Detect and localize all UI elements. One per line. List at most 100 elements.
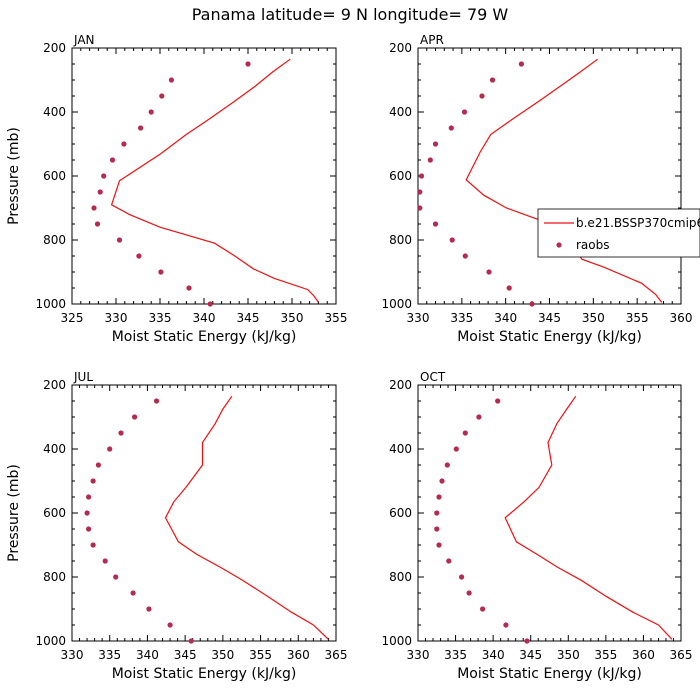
raobs-point (116, 237, 123, 243)
raobs-point (146, 606, 152, 612)
x-tick-label: 355 (325, 311, 348, 325)
panel-label: JUL (73, 370, 93, 384)
panel-label: APR (420, 33, 444, 47)
raobs-point (95, 462, 101, 468)
raobs-point (427, 157, 433, 163)
x-tick-label: 360 (632, 648, 655, 662)
raobs-point (506, 285, 512, 291)
y-axis-label: Pressure (mb) (6, 127, 22, 225)
raobs-point (418, 173, 425, 179)
raobs-point (90, 478, 96, 484)
raobs-point (97, 189, 103, 195)
y-tick-label: 1000 (35, 297, 66, 311)
legend: b.e21.BSSP370cmip6.f09_f09_mg17.ctl.001r… (537, 208, 700, 258)
raobs-point (479, 93, 485, 99)
x-axis-label: Moist Static Energy (kJ/kg) (112, 666, 297, 682)
model-series-line (164, 395, 329, 640)
x-tick-label: 350 (582, 311, 605, 325)
raobs-point (91, 205, 97, 211)
y-tick-label: 800 (43, 570, 66, 584)
x-tick-label: 330 (407, 648, 430, 662)
x-tick-label: 330 (105, 311, 128, 325)
panel-label: JAN (73, 33, 95, 47)
x-tick-label: 350 (281, 311, 304, 325)
raobs-point (148, 109, 154, 115)
raobs-point (495, 398, 501, 404)
raobs-point (107, 446, 113, 452)
raobs-point (186, 285, 192, 291)
raobs-point (84, 510, 90, 516)
x-tick-label: 330 (61, 648, 84, 662)
raobs-point (459, 574, 465, 580)
raobs-point (518, 61, 525, 67)
legend-entry-label: b.e21.BSSP370cmip6.f09_f09_mg17.ctl.001 (576, 216, 700, 230)
raobs-point (90, 542, 96, 548)
x-axis-label: Moist Static Energy (kJ/kg) (112, 329, 297, 345)
raobs-point (153, 398, 160, 404)
raobs-point (462, 253, 468, 259)
raobs-point (101, 173, 107, 179)
y-tick-label: 200 (389, 41, 412, 55)
x-tick-label: 340 (482, 648, 505, 662)
y-axis-label: Pressure (mb) (6, 464, 22, 562)
y-tick-label: 600 (389, 169, 412, 183)
x-tick-label: 350 (557, 648, 580, 662)
raobs-point (136, 253, 142, 259)
raobs-point (159, 93, 165, 99)
x-tick-label: 335 (450, 311, 473, 325)
x-tick-label: 340 (494, 311, 517, 325)
raobs-point (158, 269, 164, 275)
y-tick-label: 800 (43, 233, 66, 247)
x-tick-label: 325 (61, 311, 84, 325)
raobs-point (102, 558, 108, 564)
legend-marker-swatch (556, 242, 562, 248)
x-tick-label: 360 (287, 648, 310, 662)
raobs-point (207, 301, 213, 307)
x-tick-label: 340 (136, 648, 159, 662)
raobs-point (480, 606, 486, 612)
x-tick-label: 355 (594, 648, 617, 662)
x-tick-label: 345 (538, 311, 561, 325)
raobs-point (489, 77, 496, 83)
raobs-point (434, 510, 440, 516)
x-tick-label: 345 (237, 311, 260, 325)
x-tick-label: 330 (407, 311, 430, 325)
raobs-point (113, 574, 119, 580)
raobs-point (138, 125, 144, 131)
panel-oct: OCT 330 335 340 345 350 355 360 365 200 400 600 800 1… (381, 370, 692, 682)
panel-apr: APR 330 335 340 345 350 355 360 200 400 600 800 1000… (381, 33, 692, 345)
y-tick-label: 400 (389, 442, 412, 456)
x-tick-label: 350 (211, 648, 234, 662)
plot-frame (71, 47, 337, 305)
x-axis-label: Moist Static Energy (kJ/kg) (457, 329, 642, 345)
x-tick-label: 365 (670, 648, 693, 662)
y-tick-label: 1000 (35, 634, 66, 648)
x-axis-label: Moist Static Energy (kJ/kg) (457, 666, 642, 682)
raobs-point (462, 430, 468, 436)
raobs-point (86, 494, 92, 500)
model-series-line (504, 395, 673, 640)
figure-title: Panama latitude= 9 N longitude= 79 W (192, 5, 509, 24)
legend-entry-label: raobs (576, 238, 610, 252)
y-tick-label: 800 (389, 233, 412, 247)
y-tick-label: 800 (389, 570, 412, 584)
raobs-point (118, 430, 124, 436)
x-tick-label: 360 (670, 311, 693, 325)
raobs-point (466, 590, 472, 596)
plot-frame (71, 384, 337, 642)
x-tick-label: 365 (325, 648, 348, 662)
x-tick-label: 335 (444, 648, 467, 662)
raobs-point (245, 61, 251, 67)
panel-jul: JUL 330 335 340 345 350 355 360 365 200 400 600 800 1… (6, 370, 347, 682)
raobs-point (461, 109, 468, 115)
raobs-point (444, 462, 450, 468)
y-tick-label: 200 (43, 41, 66, 55)
raobs-point (436, 494, 442, 500)
x-tick-label: 345 (174, 648, 197, 662)
raobs-point (432, 221, 439, 227)
raobs-point (449, 237, 455, 243)
model-series-line (465, 58, 663, 303)
x-tick-label: 355 (626, 311, 649, 325)
x-tick-label: 345 (519, 648, 542, 662)
